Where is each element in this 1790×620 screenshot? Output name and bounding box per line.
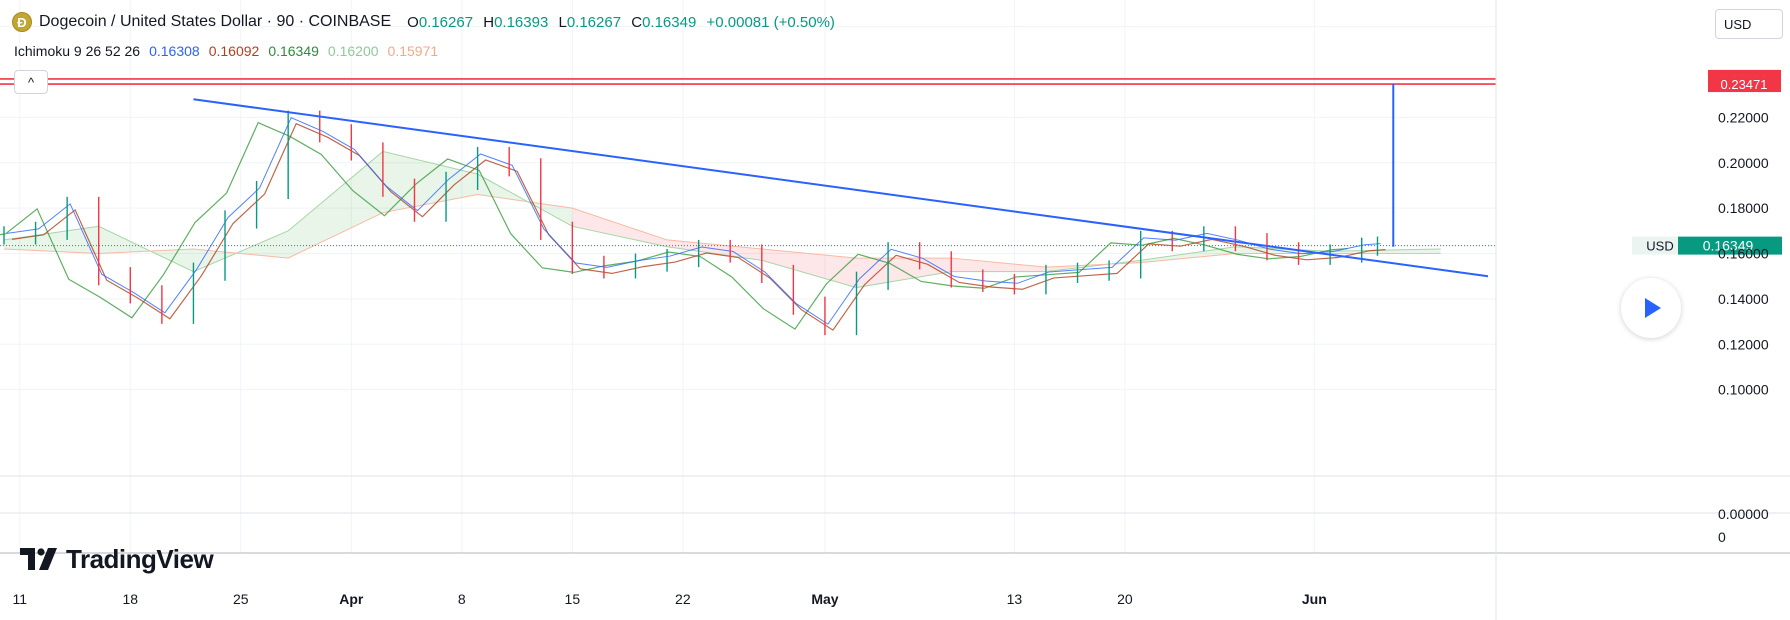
last-price-pair-label: USD <box>1646 239 1673 254</box>
ohlc-close-value: 0.16349 <box>642 13 697 31</box>
y-tick-label: 0.10000 <box>1718 382 1769 398</box>
x-tick-label: 8 <box>458 591 466 607</box>
cloud-segment <box>1140 246 1236 263</box>
last-price-label: 0.16349 <box>1703 238 1754 254</box>
ohlc-low-value: 0.16267 <box>566 13 622 31</box>
ohlc-close-key: C <box>631 13 643 31</box>
ohlc-high-value: 0.16393 <box>494 13 549 31</box>
y-tick-label: 0.12000 <box>1718 336 1769 352</box>
cloud-segment <box>288 151 383 259</box>
play-icon <box>1645 298 1661 318</box>
x-tick-label: Apr <box>339 591 364 607</box>
cloud-segment <box>382 151 478 213</box>
x-tick-label: 20 <box>1117 591 1133 607</box>
ohlc-open-value: 0.16267 <box>418 13 474 31</box>
last-price-pair-tag <box>1632 236 1678 255</box>
currency-select[interactable]: USD <box>1715 9 1783 39</box>
indicator-value-span-a: 0.16200 <box>327 43 379 59</box>
cloud-segment <box>1330 248 1441 254</box>
indicator-value-lagging: 0.16349 <box>268 43 319 59</box>
trendline <box>193 98 1489 278</box>
indicator-label[interactable]: Ichimoku 9 26 52 26 <box>14 43 141 59</box>
indicator-legend[interactable]: Ichimoku 9 26 52 26 0.16308 0.16092 0.16… <box>14 43 438 59</box>
price-change: +0.00081 (+0.50%) <box>706 13 835 31</box>
ohlc-low-key: L <box>558 13 567 31</box>
grid <box>0 0 1496 553</box>
leading-span-b-line <box>3 194 1441 268</box>
indicator-value-conversion: 0.16308 <box>149 43 200 59</box>
tradingview-wordmark: TradingView <box>66 543 214 574</box>
y-tick-label: 0.22000 <box>1718 109 1769 125</box>
ohlc-values: O0.16267 H0.16393 L0.16267 C0.16349 +0.0… <box>401 14 835 31</box>
symbol-title[interactable]: Dogecoin / United States Dollar · 90 · C… <box>39 13 392 30</box>
y-tick-label: 0.20000 <box>1718 155 1769 171</box>
lower-pane-tick-label: 0 <box>1718 529 1726 545</box>
last-price-tag <box>1678 236 1782 255</box>
indicator-value-base: 0.16092 <box>208 43 260 59</box>
x-tick-label: 15 <box>565 591 581 607</box>
cloud-segment <box>951 258 1046 272</box>
lower-pane-tick-label: 0.00000 <box>1718 506 1769 522</box>
indicator-value-span-b: 0.15971 <box>387 43 439 59</box>
horizontal-level-tag <box>1708 75 1781 93</box>
tradingview-logo-icon <box>20 548 57 570</box>
cloud-segment <box>856 258 952 288</box>
chevron-up-icon: ^ <box>27 74 35 90</box>
x-tick-label: 11 <box>13 591 28 607</box>
x-tick-label: 13 <box>1007 591 1023 607</box>
base-line <box>11 122 1386 331</box>
price-series <box>0 110 1386 336</box>
y-tick-label: 0.18000 <box>1718 200 1769 216</box>
ohlc-high-key: H <box>483 13 495 31</box>
collapse-legend-button[interactable]: ^ <box>14 70 48 94</box>
chart-header: Ð Dogecoin / United States Dollar · 90 ·… <box>12 11 835 33</box>
y-tick-label: 0.14000 <box>1718 291 1769 307</box>
x-tick-label: 22 <box>675 591 691 607</box>
horizontal-level-label: 0.23471 <box>1721 77 1768 92</box>
ohlc-open-key: O <box>407 13 419 31</box>
conversion-line <box>6 117 1381 325</box>
x-tick-label: May <box>811 591 838 607</box>
play-button[interactable] <box>1621 278 1681 338</box>
cloud-segment <box>572 208 668 247</box>
y-tick-label: 0.16000 <box>1718 246 1769 262</box>
tradingview-watermark: TradingView <box>20 542 214 576</box>
x-tick-label: Jun <box>1302 591 1327 607</box>
x-tick-label: 18 <box>123 591 139 607</box>
cloud-segment <box>667 239 762 261</box>
lagging-span-line <box>0 121 1348 330</box>
dogecoin-logo-icon: Ð <box>12 12 32 32</box>
x-tick-label: 25 <box>233 591 249 607</box>
